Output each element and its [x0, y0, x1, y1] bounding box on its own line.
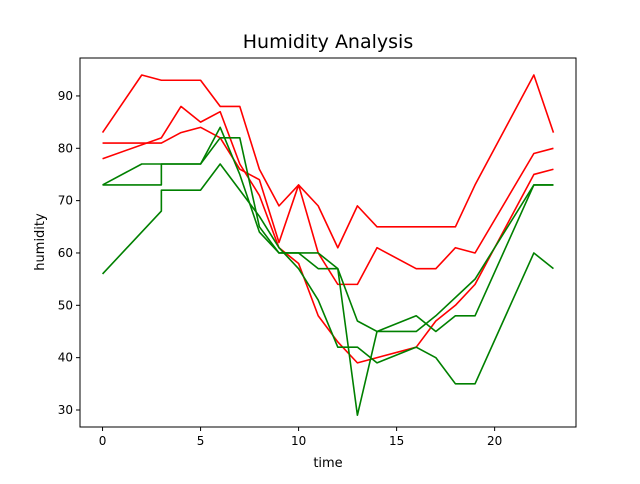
x-tick-label: 0 — [99, 434, 107, 448]
y-tick-label: 80 — [58, 141, 73, 155]
y-axis-label: humidity — [33, 213, 48, 271]
y-tick-label: 70 — [58, 194, 73, 208]
y-tick-label: 50 — [58, 298, 73, 312]
series-line-5 — [102, 137, 554, 417]
series-line-6 — [101, 163, 554, 385]
x-axis-ticks: 0 5 10 15 20 — [99, 427, 502, 448]
y-tick-label: 90 — [58, 89, 73, 103]
x-tick-label: 10 — [291, 434, 306, 448]
y-axis-ticks: 30 40 50 60 70 80 90 — [58, 89, 80, 417]
x-tick-label: 20 — [487, 434, 502, 448]
y-tick-label: 30 — [58, 403, 73, 417]
x-tick-label: 5 — [197, 434, 205, 448]
series-layer — [101, 74, 555, 417]
x-tick-label: 15 — [389, 434, 404, 448]
series-line-3 — [102, 105, 554, 364]
y-tick-label: 60 — [58, 246, 73, 260]
y-tick-label: 40 — [58, 351, 73, 365]
plot-frame — [79, 57, 577, 428]
x-axis-label: time — [313, 456, 342, 471]
chart-title: Humidity Analysis — [243, 31, 413, 53]
